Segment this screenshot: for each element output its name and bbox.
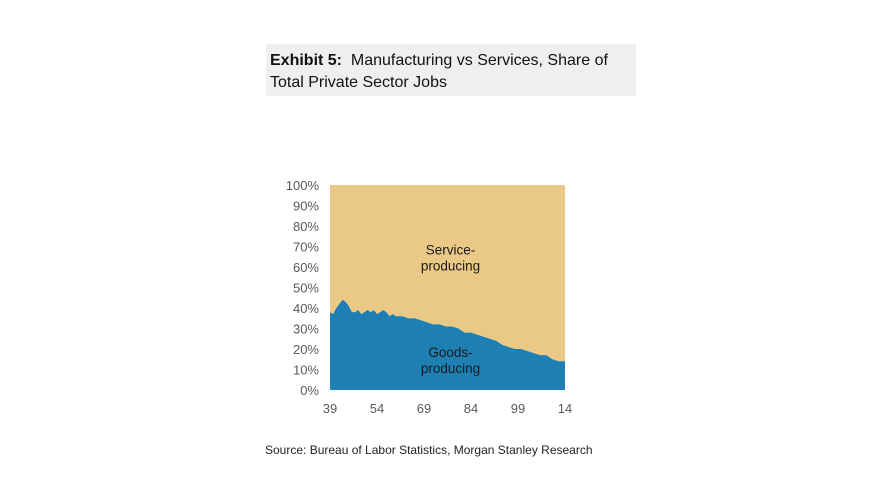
y-tick-label: 60% [293, 260, 319, 275]
y-tick-label: 0% [300, 383, 319, 398]
service-producing-label: producing [421, 259, 480, 274]
x-tick-label: 84 [464, 401, 478, 416]
exhibit-title: Manufacturing vs Services, Share of Tota… [270, 52, 608, 91]
y-tick-label: 80% [293, 219, 319, 234]
x-tick-label: 69 [417, 401, 431, 416]
x-tick-label: 54 [370, 401, 384, 416]
y-tick-label: 50% [293, 281, 319, 296]
y-tick-label: 90% [293, 199, 319, 214]
y-tick-label: 70% [293, 240, 319, 255]
source-note: Source: Bureau of Labor Statistics, Morg… [265, 443, 593, 457]
goods-producing-label: producing [421, 361, 480, 376]
y-tick-label: 40% [293, 301, 319, 316]
goods-producing-area [330, 299, 565, 390]
service-producing-label: Service- [426, 243, 476, 258]
exhibit-label: Exhibit 5: [270, 52, 343, 69]
y-tick-label: 20% [293, 342, 319, 357]
goods-producing-label: Goods- [428, 345, 472, 360]
exhibit-title-box: Exhibit 5: Manufacturing vs Services, Sh… [266, 44, 636, 96]
y-tick-label: 100% [286, 178, 320, 193]
x-tick-label: 99 [511, 401, 525, 416]
y-tick-label: 10% [293, 363, 319, 378]
y-tick-label: 30% [293, 322, 319, 337]
x-tick-label: 39 [323, 401, 337, 416]
service-producing-area [330, 185, 565, 362]
x-tick-label: 14 [558, 401, 572, 416]
